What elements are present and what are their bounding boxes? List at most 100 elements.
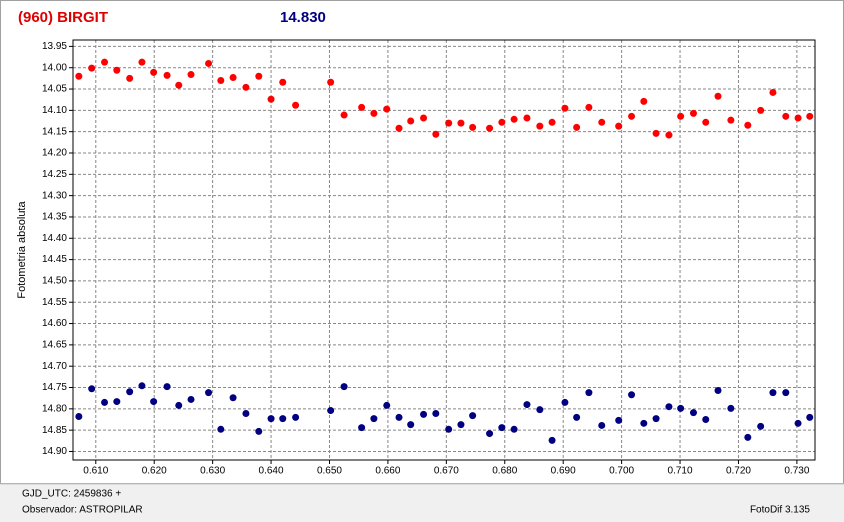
data-point [615,122,623,130]
data-point [486,430,494,438]
chart-title: (960) BIRGIT [18,9,108,26]
data-point [769,88,777,96]
data-point [175,401,183,409]
data-point [744,121,752,129]
data-point [640,97,648,105]
data-point [383,401,391,409]
data-point [327,78,335,86]
data-point [88,385,96,393]
data-point [229,394,237,402]
y-tick-label: 14.55 [42,297,67,308]
data-point [573,413,581,421]
data-point [255,427,263,435]
data-point [175,81,183,89]
data-point [138,58,146,66]
y-tick-label: 14.20 [42,148,67,159]
y-tick-label: 14.60 [42,318,67,329]
data-point [665,131,673,139]
data-point [150,68,158,76]
data-point [163,71,171,79]
data-point [187,71,195,79]
data-point [585,389,593,397]
data-point [126,388,134,396]
y-tick-label: 14.90 [42,446,67,457]
data-point [523,401,531,409]
data-point [615,416,623,424]
footer-date: GJD_UTC: 2459836 + [22,489,121,500]
data-point [714,386,722,394]
data-point [469,123,477,131]
data-point [292,413,300,421]
footer-observer: Observador: ASTROPILAR [22,505,143,516]
data-point [689,409,697,417]
data-point [757,422,765,430]
data-point [267,95,275,103]
data-point [358,103,366,111]
y-tick-label: 14.85 [42,425,67,436]
data-point [101,398,109,406]
data-point [420,410,428,418]
y-tick-label: 14.00 [42,62,67,73]
y-tick-label: 14.50 [42,276,67,287]
data-point [420,114,428,122]
y-tick-label: 13.95 [42,41,67,52]
data-point [782,389,790,397]
data-point [523,114,531,122]
x-tick-label: 0.680 [492,466,517,477]
data-point [598,421,606,429]
data-point [163,383,171,391]
data-point [126,74,134,82]
data-point [150,398,158,406]
data-point [395,413,403,421]
y-tick-label: 14.05 [42,84,67,95]
x-tick-label: 0.720 [726,466,751,477]
x-tick-label: 0.620 [142,466,167,477]
data-point [498,118,506,126]
data-point [652,415,660,423]
y-tick-label: 14.40 [42,233,67,244]
x-tick-label: 0.670 [434,466,459,477]
data-point [383,105,391,113]
data-point [279,78,287,86]
data-point [327,407,335,415]
data-point [432,130,440,138]
data-point [407,117,415,125]
x-tick-label: 0.640 [259,466,284,477]
x-tick-label: 0.660 [375,466,400,477]
data-point [340,383,348,391]
data-point [573,123,581,131]
y-tick-label: 14.70 [42,361,67,372]
data-point [665,403,673,411]
data-point [757,106,765,114]
data-point [292,101,300,109]
data-point [242,410,250,418]
data-point [677,404,685,412]
data-point [205,59,213,67]
data-point [677,112,685,120]
data-point [432,410,440,418]
data-point [782,112,790,120]
data-point [714,92,722,100]
data-point [138,382,146,390]
data-point [88,64,96,72]
x-tick-label: 0.630 [200,466,225,477]
x-tick-label: 0.710 [668,466,693,477]
chart-subtitle: 14.830 [280,9,326,26]
y-tick-label: 14.25 [42,169,67,180]
data-point [598,118,606,126]
data-point [794,114,802,122]
data-point [217,425,225,433]
data-point [794,419,802,427]
data-point [628,391,636,399]
y-tick-label: 14.45 [42,254,67,265]
y-tick-label: 14.35 [42,212,67,223]
data-point [469,412,477,420]
data-point [536,406,544,414]
data-point [113,66,121,74]
data-point [255,72,263,80]
data-point [217,77,225,85]
data-point [242,83,250,91]
data-point [395,124,403,132]
data-point [561,104,569,112]
